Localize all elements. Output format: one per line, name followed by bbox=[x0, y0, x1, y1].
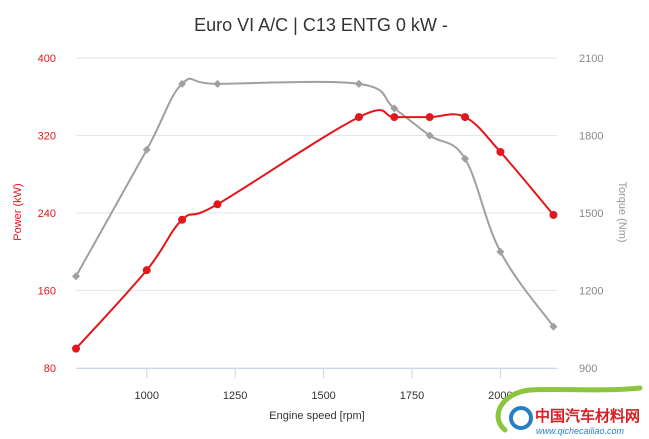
series-power bbox=[72, 109, 558, 353]
point-power-1[interactable] bbox=[142, 266, 151, 275]
chart-title: Euro VI A/C | C13 ENTG 0 kW - bbox=[194, 15, 448, 35]
x-axis: 1000 1250 1500 1750 2000 bbox=[76, 368, 557, 402]
x-axis-title: Engine speed [rpm] bbox=[269, 410, 364, 422]
y-right-tick-label-4: 2100 bbox=[579, 53, 603, 65]
y-right-tick-label-0: 900 bbox=[579, 363, 597, 375]
series-line-power bbox=[75, 109, 555, 350]
series-line-torque bbox=[75, 77, 555, 328]
point-torque-5[interactable] bbox=[390, 104, 399, 113]
y-right-tick-label-3: 1800 bbox=[579, 131, 603, 143]
point-power-0[interactable] bbox=[72, 344, 80, 353]
point-power-4[interactable] bbox=[354, 113, 363, 122]
point-torque-0[interactable] bbox=[72, 272, 80, 281]
y-left-tick-label-4: 400 bbox=[38, 53, 56, 65]
x-tick-label-0: 1000 bbox=[134, 390, 158, 402]
point-power-8[interactable] bbox=[496, 147, 505, 156]
y-axis-right: 900 1200 1500 1800 2100 bbox=[579, 53, 603, 375]
point-torque-6[interactable] bbox=[425, 131, 434, 140]
point-power-2[interactable] bbox=[178, 215, 187, 224]
point-power-3[interactable] bbox=[213, 200, 222, 209]
point-torque-7[interactable] bbox=[461, 154, 470, 163]
point-power-9[interactable] bbox=[549, 210, 558, 219]
y-axis-right-title: Torque (Nm) bbox=[616, 181, 628, 242]
x-tick-label-2: 1500 bbox=[311, 390, 335, 402]
y-right-tick-label-2: 1500 bbox=[579, 208, 603, 220]
y-right-tick-label-1: 1200 bbox=[579, 286, 603, 298]
y-left-tick-label-1: 160 bbox=[38, 286, 56, 298]
y-axis-left: 80 160 240 320 400 bbox=[38, 53, 56, 375]
y-left-tick-label-3: 320 bbox=[38, 131, 56, 143]
y-left-tick-label-2: 240 bbox=[38, 208, 56, 220]
point-power-7[interactable] bbox=[461, 113, 470, 122]
watermark-url: www.qichecailiao.com bbox=[536, 426, 625, 436]
watermark-logo-icon bbox=[495, 385, 643, 433]
watermark-text: 中国汽车材料网 bbox=[535, 407, 640, 425]
point-torque-2[interactable] bbox=[178, 79, 187, 88]
point-power-6[interactable] bbox=[425, 113, 434, 122]
y-left-tick-label-0: 80 bbox=[44, 363, 56, 375]
series-torque bbox=[72, 77, 558, 331]
point-torque-8[interactable] bbox=[496, 247, 505, 256]
point-torque-3[interactable] bbox=[213, 79, 222, 88]
watermark: 中国汽车材料网 www.qichecailiao.com bbox=[495, 385, 643, 436]
point-torque-4[interactable] bbox=[354, 79, 363, 88]
y-axis-left-title: Power (kW) bbox=[12, 183, 24, 240]
series-layer bbox=[72, 77, 558, 353]
point-torque-9[interactable] bbox=[549, 322, 558, 331]
point-power-5[interactable] bbox=[390, 113, 399, 122]
x-tick-label-3: 1750 bbox=[400, 390, 424, 402]
point-torque-1[interactable] bbox=[142, 145, 151, 154]
x-tick-label-1: 1250 bbox=[223, 390, 247, 402]
